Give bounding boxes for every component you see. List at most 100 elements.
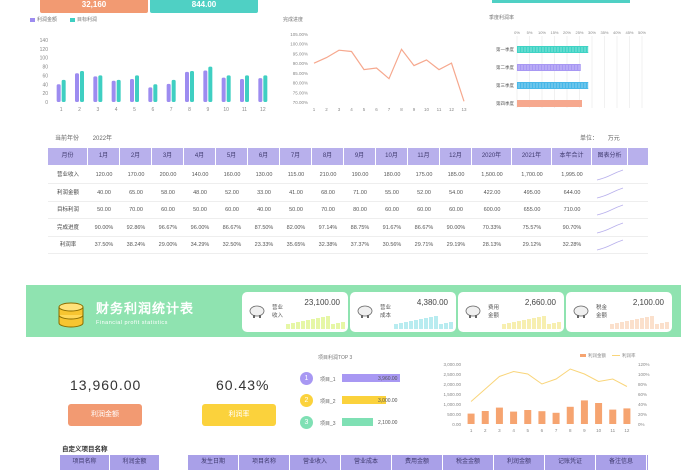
combo-xtick: 1 <box>470 428 473 433</box>
profit-rate-pill[interactable]: 利润率 <box>202 404 276 426</box>
legend-swatch-profit <box>30 18 35 22</box>
top3-bar <box>370 374 400 382</box>
banner-subtitle: Financial profit statistics <box>96 320 168 326</box>
table-cell: 644.00 <box>563 189 581 196</box>
line-xtick: 10 <box>424 107 430 112</box>
bar-target <box>226 75 231 102</box>
card-mini-bar <box>326 316 330 329</box>
kpi-top-1-value: 32,160 <box>81 0 107 9</box>
table-cell: 70.00 <box>129 207 143 213</box>
summary-card: 营业 收入 23,100.00 <box>242 292 348 332</box>
line-chart-title: 完成进度 <box>283 17 304 23</box>
bar-xtick: 5 <box>133 107 136 113</box>
top-accent-bar <box>492 0 630 3</box>
bar-ytick: 40 <box>42 82 48 88</box>
year-value[interactable]: 2022年 <box>92 136 113 142</box>
quarter-label: 第三季度 <box>496 82 514 89</box>
piggy-leg <box>259 315 261 318</box>
profit-rate-value: 60.43% <box>216 377 270 393</box>
table-cell: 87.50% <box>254 224 274 231</box>
bar-xtick: 8 <box>188 107 191 113</box>
combo-xtick: 12 <box>624 428 630 433</box>
coins-icon <box>58 302 84 328</box>
rank-badge: 3 <box>300 416 313 429</box>
combo-ytick-left: 1,000.00 <box>443 402 461 407</box>
table-header-cell: 图表分析 <box>592 148 628 165</box>
card-mini-bars <box>286 316 345 329</box>
table-header-cell: 5月 <box>216 148 248 165</box>
combo-bar <box>538 411 546 424</box>
quarter-xtick: 30% <box>588 30 596 35</box>
line-xtick: 3 <box>338 107 341 112</box>
table-cell: 86.67% <box>222 224 242 231</box>
rank-badge: 2 <box>300 394 313 407</box>
sparkline-path <box>596 169 624 181</box>
bar-xtick: 11 <box>242 107 247 113</box>
piggy-leg <box>475 315 477 318</box>
line-ytick: 85.00% <box>293 71 308 76</box>
bottom-left-header-cell: 利润金额 <box>110 455 160 470</box>
table-row: 目标利润 50.00 70.00 60.00 50.00 60.00 40.00 50.00 7… <box>48 202 648 219</box>
quarter-xtick: 20% <box>563 30 571 35</box>
card-label-line2: 金额 <box>488 313 500 319</box>
table-cell: 38.24% <box>126 242 146 248</box>
bar-profit <box>148 87 153 102</box>
sparkline <box>596 222 624 233</box>
table-cell: 130.00 <box>255 172 273 178</box>
bar-profit <box>221 77 226 102</box>
card-value: 2,660.00 <box>524 298 556 307</box>
sparkline-path <box>596 239 624 251</box>
bar-profit <box>166 83 171 102</box>
profit-amount-pill[interactable]: 利润金额 <box>68 404 142 426</box>
table-cell: 29.19% <box>446 242 466 248</box>
bottom-right-header-cell: 营业成本 <box>341 455 392 470</box>
combo-xtick: 3 <box>498 428 501 433</box>
card-mini-bar <box>645 317 649 329</box>
card-mini-bar <box>610 324 614 329</box>
table-header-cell: 2020年 <box>472 148 512 165</box>
sparkline-path <box>596 187 624 198</box>
table-cell: 48.00 <box>193 189 207 196</box>
bar-profit <box>56 84 61 102</box>
combo-xtick: 7 <box>555 428 558 433</box>
quarter-label: 第一季度 <box>496 46 514 53</box>
line-ytick: 90.00% <box>293 61 308 66</box>
quarter-xtick: 5% <box>527 30 533 35</box>
card-value: 4,380.00 <box>416 298 448 307</box>
quarter-margin-chart: 0% 5% 10% 15% 20% 25% 30% 35% 40% 45% 50% 第一季度第二季度第… <box>496 30 646 108</box>
table-cell: 80.00 <box>353 207 367 213</box>
table-row: 完成进度 90.00% 92.86% 96.67% 96.00% 86.67% 87.50%… <box>48 220 648 237</box>
card-mini-bar <box>424 318 428 329</box>
top3-label: 项目_1 <box>320 377 336 383</box>
card-mini-bar <box>311 319 315 329</box>
line-xtick: 12 <box>449 107 455 112</box>
bar-target <box>153 84 158 102</box>
table-cell: 55.00 <box>385 189 399 196</box>
sparkline <box>596 239 624 251</box>
combo-ytick-right: 120% <box>638 362 650 367</box>
table-cell: 28.13% <box>482 242 502 248</box>
table-header-cell: 11月 <box>408 148 440 165</box>
card-mini-bar <box>316 318 320 329</box>
bar-xtick: 12 <box>260 107 266 113</box>
combo-bar <box>595 403 603 424</box>
piggy-leg <box>577 315 579 318</box>
line-ytick: 80.00% <box>293 81 308 86</box>
sparkline-cell <box>592 202 628 218</box>
card-mini-bar <box>286 324 290 329</box>
table-cell: 60.00 <box>417 207 431 213</box>
bar-xtick: 4 <box>115 107 118 113</box>
table-cell: 600.00 <box>483 207 501 213</box>
table-cell: 68.00 <box>321 189 335 196</box>
table-cell: 33.00 <box>257 189 271 196</box>
card-mini-bar <box>517 321 521 329</box>
summary-card: 税金 金额 2,100.00 <box>566 292 672 332</box>
table-cell: 52.00 <box>225 189 239 196</box>
table-cell: 96.67% <box>158 224 178 231</box>
card-mini-bar <box>444 323 448 329</box>
combo-legend-label: 利润率 <box>622 352 636 359</box>
bottom-right-header-cell: 税金金额 <box>443 455 494 470</box>
combo-ytick-right: 100% <box>638 372 650 377</box>
bottom-right-header-cell: 利润金额 <box>494 455 545 470</box>
